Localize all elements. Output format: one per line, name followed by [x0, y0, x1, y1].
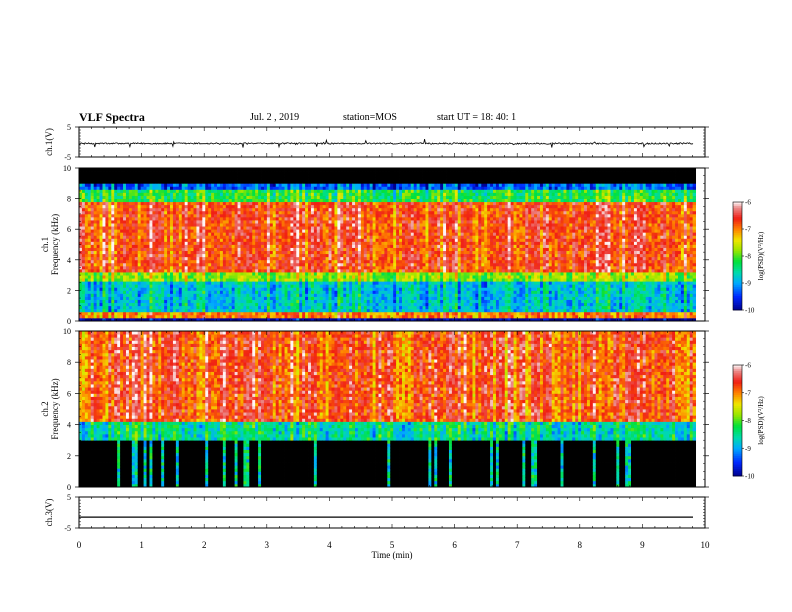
x-tick-label: 9 — [640, 540, 645, 550]
spectrogram-ch1 — [79, 168, 697, 322]
y-tick-label: 0 — [67, 317, 71, 326]
colorbar-ch2: -6 -7 -8 -9 -10 log(PSD)(V²/Hz) — [732, 362, 765, 481]
colorbar-tick-label: -10 — [745, 307, 755, 315]
y-tick-label: -5 — [64, 524, 71, 533]
ch1-waveform-frame — [78, 126, 706, 158]
x-tick-label: 5 — [390, 540, 395, 550]
x-tick-label: 10 — [701, 540, 711, 550]
colorbar-tick-label: -6 — [745, 362, 751, 370]
y-tick-label: 10 — [63, 327, 71, 336]
ch1-spectrogram-ylabel: ch.1 — [40, 237, 50, 252]
y-tick-label: 2 — [67, 452, 71, 461]
x-tick-label: 7 — [515, 540, 520, 550]
y-tick-label: 0 — [67, 483, 71, 492]
spectrogram-ch2 — [79, 331, 697, 488]
y-tick-label: 8 — [67, 195, 71, 204]
colorbar-tick-label: -8 — [745, 417, 751, 425]
y-tick-label: 4 — [67, 421, 71, 430]
y-tick-label: -5 — [64, 153, 71, 162]
chart-title: VLF Spectra — [79, 110, 145, 125]
colorbar-tick-label: -10 — [745, 473, 755, 481]
colorbar-tick-label: -6 — [745, 199, 751, 207]
colorbar-tick-label: -8 — [745, 253, 751, 261]
y-tick-label: 10 — [63, 164, 71, 173]
x-tick-label: 4 — [327, 540, 332, 550]
x-tick-label: 6 — [452, 540, 457, 550]
start-time-label: start UT = 18: 40: 1 — [437, 112, 516, 123]
y-tick-label: 8 — [67, 358, 71, 367]
colorbar-tick-label: -9 — [745, 445, 751, 453]
x-tick-label: 2 — [202, 540, 207, 550]
y-tick-label: 5 — [67, 493, 71, 502]
colorbar-ch1: -6 -7 -8 -9 -10 log(PSD)(V²/Hz) — [732, 199, 765, 315]
x-tick-label: 8 — [578, 540, 583, 550]
colorbar-tick-label: -7 — [745, 226, 751, 234]
ch2-spectrogram-ylabel: ch.2 — [40, 401, 50, 416]
colorbar-tick-label: -9 — [745, 280, 751, 288]
ch3-waveform-ylabel: ch.3(V) — [44, 499, 54, 527]
y-tick-label: 6 — [67, 225, 71, 234]
y-tick-label: 4 — [67, 256, 71, 265]
x-tick-label: 3 — [265, 540, 270, 550]
x-tick-label: 1 — [139, 540, 144, 550]
colorbar-tick-label: -7 — [745, 389, 751, 397]
ch1-spectrogram-ylabel-frequency: Frequency (kHz) — [50, 214, 60, 275]
colorbar-label: log(PSD)(V²/Hz) — [757, 396, 765, 445]
colorbar-label: log(PSD)(V²/Hz) — [757, 231, 765, 280]
ch2-spectrogram-ylabel-frequency: Frequency (kHz) — [50, 378, 60, 439]
station-label: station=MOS — [343, 112, 397, 123]
ch1-waveform-trace — [78, 138, 694, 149]
x-axis-label: Time (min) — [372, 550, 413, 560]
y-tick-label: 6 — [67, 389, 71, 398]
ch1-waveform-ylabel: ch.1(V) — [44, 128, 54, 156]
ch3-waveform-frame — [78, 496, 706, 529]
y-tick-label: 2 — [67, 286, 71, 295]
y-tick-label: 5 — [67, 123, 71, 132]
date-label: Jul. 2 , 2019 — [250, 112, 299, 123]
x-tick-label: 0 — [77, 540, 82, 550]
